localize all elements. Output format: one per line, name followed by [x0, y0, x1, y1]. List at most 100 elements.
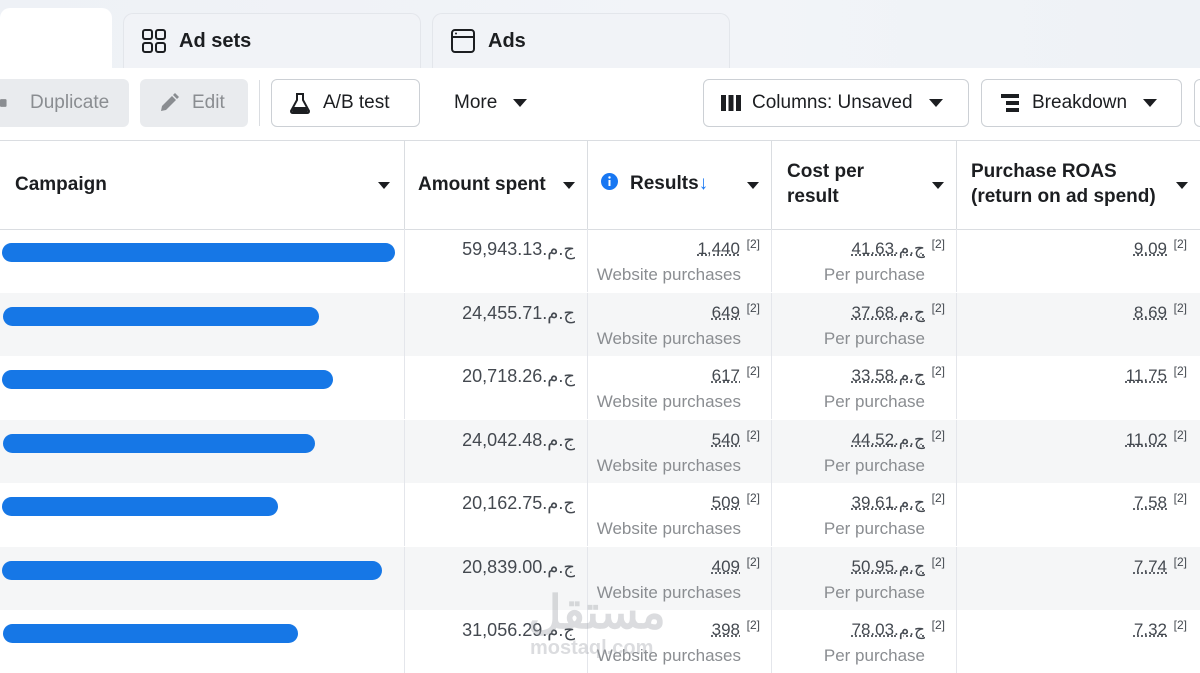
tab-campaigns[interactable] — [0, 8, 112, 68]
edit-label: Edit — [192, 92, 225, 113]
purchase-roas-value[interactable]: 7.58 — [1133, 493, 1167, 512]
footnote-marker[interactable]: [2] — [1173, 491, 1187, 505]
results-subtext: Website purchases — [596, 519, 741, 538]
footnote-marker[interactable]: [2] — [746, 364, 760, 378]
footnote-marker[interactable]: [2] — [1173, 364, 1187, 378]
footnote-marker[interactable]: [2] — [746, 555, 760, 569]
footnote-marker[interactable]: [2] — [1173, 618, 1187, 632]
redacted-campaign-name — [3, 307, 319, 326]
more-button[interactable]: More — [436, 79, 556, 127]
ab-test-label: A/B test — [323, 92, 390, 113]
duplicate-button[interactable]: Duplicate — [0, 79, 129, 127]
cost-per-result-value[interactable]: ج.م.44.52 — [851, 430, 926, 449]
edit-button[interactable]: Edit — [140, 79, 248, 127]
results-value[interactable]: 409 — [711, 557, 740, 576]
table-row[interactable]: ج.م.20,162.75 509 [2] Website purchases ج.م.… — [0, 483, 1200, 546]
chevron-down-icon[interactable] — [1176, 182, 1188, 189]
columns-button[interactable]: Columns: Unsaved — [703, 79, 969, 127]
chevron-down-icon[interactable] — [563, 182, 575, 189]
cost-per-result-value[interactable]: ج.م.39.61 — [851, 493, 926, 512]
results-cell: 509 [2] Website purchases — [588, 483, 772, 546]
table-header: Campaign Amount spent Results↓ Cost per … — [0, 141, 1200, 230]
purchase-roas-value[interactable]: 11.02 — [1125, 430, 1167, 449]
results-value[interactable]: 540 — [711, 430, 740, 449]
table-row[interactable]: ج.م.20,839.00 409 [2] Website purchases ج.م.… — [0, 547, 1200, 610]
info-icon[interactable] — [601, 173, 618, 190]
ab-test-button[interactable]: A/B test — [271, 79, 420, 127]
results-value[interactable]: 617 — [711, 366, 740, 385]
cost-per-result-cell: ج.م.39.61 [2] Per purchase — [772, 483, 957, 546]
column-header-campaign[interactable]: Campaign — [0, 141, 405, 229]
footnote-marker[interactable]: [2] — [746, 491, 760, 505]
campaign-cell[interactable] — [0, 610, 405, 673]
chevron-down-icon[interactable] — [378, 182, 390, 189]
purchase-roas-value[interactable]: 7.32 — [1133, 620, 1167, 639]
column-header-purchase-roas[interactable]: Purchase ROAS (return on ad spend) — [957, 141, 1200, 229]
cost-per-result-cell: ج.م.50.95 [2] Per purchase — [772, 547, 957, 610]
purchase-roas-cell: 7.32 [2] — [957, 610, 1200, 673]
campaign-cell[interactable] — [0, 420, 405, 483]
footnote-marker[interactable]: [2] — [931, 491, 945, 505]
purchase-roas-value[interactable]: 8.69 — [1133, 303, 1167, 322]
amount-spent-value: ج.م.31,056.29 — [462, 620, 575, 640]
amount-spent-value: ج.م.20,162.75 — [462, 493, 575, 513]
results-cell: 617 [2] Website purchases — [588, 356, 772, 419]
results-value[interactable]: 509 — [711, 493, 740, 512]
footnote-marker[interactable]: [2] — [1173, 428, 1187, 442]
campaign-cell[interactable] — [0, 547, 405, 610]
campaign-cell[interactable] — [0, 229, 405, 292]
campaign-cell[interactable] — [0, 356, 405, 419]
results-value[interactable]: 1,440 — [697, 239, 740, 258]
redacted-campaign-name — [2, 370, 333, 389]
tab-ad-sets[interactable]: Ad sets — [123, 13, 421, 69]
column-label: Purchase ROAS (return on ad spend) — [971, 159, 1156, 209]
footnote-marker[interactable]: [2] — [931, 364, 945, 378]
table-row[interactable]: ج.م.24,042.48 540 [2] Website purchases ج.م.… — [0, 420, 1200, 483]
campaign-cell[interactable] — [0, 483, 405, 546]
table-row[interactable]: ج.م.59,943.13 1,440 [2] Website purchases ج.… — [0, 229, 1200, 292]
footnote-marker[interactable]: [2] — [931, 301, 945, 315]
footnote-marker[interactable]: [2] — [1173, 237, 1187, 251]
cost-per-result-value[interactable]: ج.م.41.63 — [851, 239, 926, 258]
results-subtext: Website purchases — [596, 329, 741, 348]
redacted-campaign-name — [3, 434, 315, 453]
cost-per-result-value[interactable]: ج.م.50.95 — [851, 557, 926, 576]
footnote-marker[interactable]: [2] — [1173, 555, 1187, 569]
cost-per-result-value[interactable]: ج.م.37.68 — [851, 303, 926, 322]
cost-per-result-cell: ج.م.33.58 [2] Per purchase — [772, 356, 957, 419]
chevron-down-icon — [1143, 99, 1158, 107]
breakdown-button[interactable]: Breakdown — [981, 79, 1182, 127]
campaign-cell[interactable] — [0, 293, 405, 356]
footnote-marker[interactable]: [2] — [746, 618, 760, 632]
footnote-marker[interactable]: [2] — [746, 301, 760, 315]
purchase-roas-value[interactable]: 11.75 — [1125, 366, 1167, 385]
cost-per-result-value[interactable]: ج.م.33.58 — [851, 366, 926, 385]
results-value[interactable]: 398 — [711, 620, 740, 639]
footnote-marker[interactable]: [2] — [931, 237, 945, 251]
footnote-marker[interactable]: [2] — [931, 428, 945, 442]
table-row[interactable]: ج.م.31,056.29 398 [2] Website purchases ج.م.… — [0, 610, 1200, 673]
overflow-button[interactable] — [1194, 79, 1200, 127]
footnote-marker[interactable]: [2] — [746, 237, 760, 251]
tab-ads[interactable]: Ads — [432, 13, 730, 69]
column-header-cost-per-result[interactable]: Cost per result — [772, 141, 957, 229]
purchase-roas-cell: 8.69 [2] — [957, 293, 1200, 356]
chevron-down-icon[interactable] — [932, 182, 944, 189]
results-cell: 409 [2] Website purchases — [588, 547, 772, 610]
footnote-marker[interactable]: [2] — [931, 618, 945, 632]
purchase-roas-value[interactable]: 9.09 — [1133, 239, 1167, 258]
cost-per-result-value[interactable]: ج.م.78.03 — [851, 620, 926, 639]
chevron-down-icon[interactable] — [747, 182, 759, 189]
purchase-roas-value[interactable]: 7.74 — [1133, 557, 1167, 576]
sort-arrow-icon[interactable]: ↓ — [698, 173, 709, 194]
column-header-amount-spent[interactable]: Amount spent — [405, 141, 588, 229]
footnote-marker[interactable]: [2] — [1173, 301, 1187, 315]
footnote-marker[interactable]: [2] — [746, 428, 760, 442]
column-header-results[interactable]: Results↓ — [588, 141, 772, 229]
table-row[interactable]: ج.م.24,455.71 649 [2] Website purchases ج.م.… — [0, 293, 1200, 356]
chevron-down-icon — [513, 99, 528, 107]
table-row[interactable]: ج.م.20,718.26 617 [2] Website purchases ج.م.… — [0, 356, 1200, 419]
footnote-marker[interactable]: [2] — [931, 555, 945, 569]
toolbar: Duplicate Edit A/B test More Columns: Un… — [0, 68, 1200, 141]
results-value[interactable]: 649 — [711, 303, 740, 322]
